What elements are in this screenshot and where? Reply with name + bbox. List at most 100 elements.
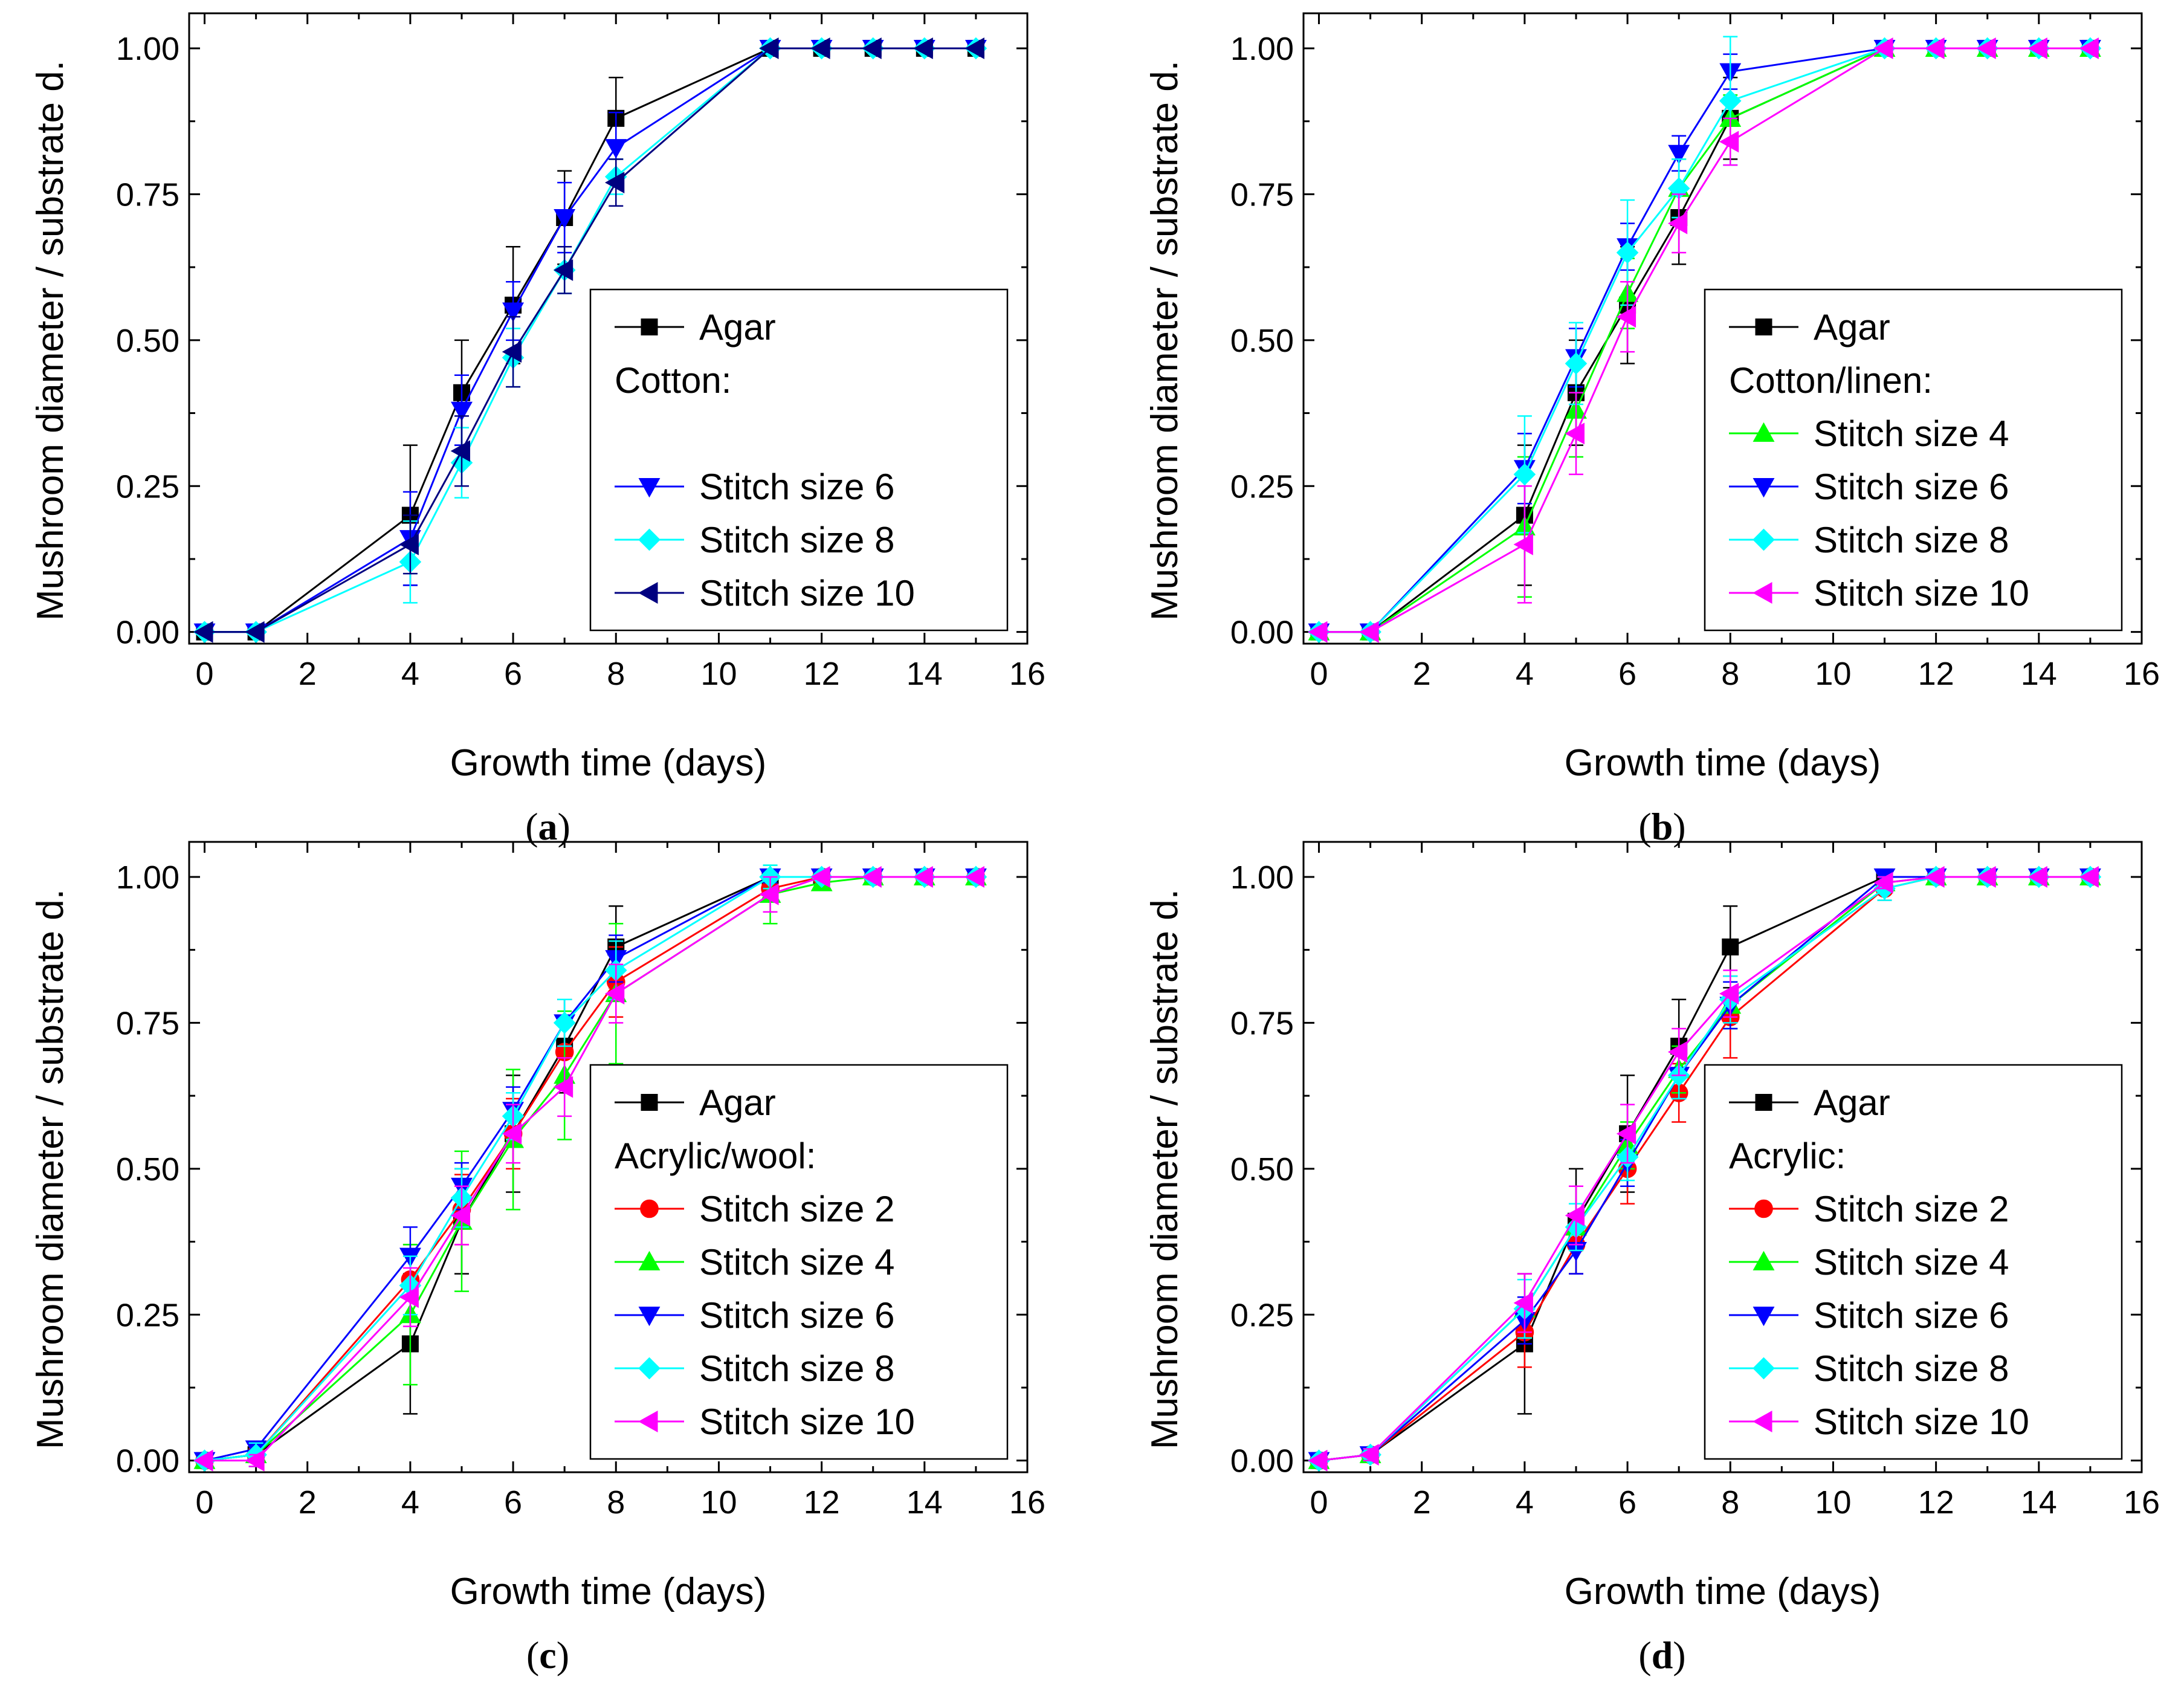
y-tick-label: 1.00 — [116, 31, 179, 67]
x-tick-label: 0 — [196, 656, 214, 692]
data-point — [1925, 865, 1945, 888]
panel-label-close: ) — [1673, 1634, 1685, 1677]
y-tick-label: 0.00 — [1230, 615, 1294, 651]
y-axis-label: Mushroom diameter / substrate d. — [30, 60, 71, 621]
x-tick-label: 2 — [299, 656, 317, 692]
plot-frame — [188, 841, 1029, 1473]
legend: Agar Acrylic/wool: Stitch size 2 Stitch siz… — [589, 1064, 1009, 1460]
data-point — [553, 1076, 573, 1098]
x-tick-label: 8 — [1721, 1484, 1739, 1521]
legend-marker — [1754, 1199, 1773, 1218]
legend-box — [1704, 288, 2123, 632]
legend-marker — [638, 1250, 661, 1270]
legend-box — [589, 288, 1009, 632]
panel-label-close: ) — [1673, 805, 1685, 848]
data-point — [1616, 241, 1639, 264]
legend-label: Stitch size 6 — [699, 467, 894, 507]
x-tick-label: 14 — [906, 1484, 943, 1521]
x-tick-label: 4 — [401, 656, 419, 692]
x-tick-label: 4 — [1516, 1484, 1534, 1521]
data-point — [553, 259, 573, 281]
series-3 — [193, 37, 984, 643]
data-point — [1925, 37, 1945, 59]
data-point — [1719, 131, 1739, 153]
plot-frame — [1302, 841, 2143, 1473]
data-point — [759, 37, 779, 59]
data-point — [193, 1449, 213, 1472]
panel-label-letter: b — [1652, 805, 1673, 848]
data-point — [451, 401, 473, 422]
legend-marker — [638, 1307, 661, 1327]
legend-label: Stitch size 2 — [1814, 1189, 2009, 1229]
panel-label-close: ) — [558, 805, 570, 848]
x-axis-label: Growth time (days) — [1565, 742, 1881, 784]
data-point — [1565, 422, 1585, 445]
x-tick-label: 14 — [2021, 1484, 2057, 1521]
legend-label: Stitch size 8 — [699, 520, 894, 560]
series-4 — [1308, 37, 2099, 643]
chart-panel-b: 0 2 4 6 8 10 12 14 16 0.00 0.25 0.50 0.75 1.00 Growth … — [1144, 12, 2160, 848]
data-point — [759, 883, 779, 905]
x-tick-label: 8 — [607, 656, 625, 692]
y-tick-label: 0.00 — [1230, 1443, 1294, 1479]
legend-label: Stitch size 2 — [699, 1189, 894, 1229]
x-tick-label: 8 — [1721, 656, 1739, 692]
legend-marker — [1755, 319, 1772, 335]
legend-label: Stitch size 10 — [1814, 573, 2029, 613]
data-point — [193, 621, 213, 643]
legend-marker — [1753, 1307, 1775, 1327]
y-tick-label: 0.25 — [116, 1297, 179, 1333]
legend-label: Stitch size 8 — [1814, 1348, 2009, 1389]
y-tick-label: 0.50 — [116, 323, 179, 359]
data-point — [810, 37, 830, 59]
legend-marker — [641, 319, 658, 335]
legend-marker — [1753, 1411, 1772, 1432]
y-tick-label: 1.00 — [1230, 859, 1294, 896]
legend-marker — [638, 1411, 658, 1432]
legend-marker — [1755, 1094, 1772, 1111]
x-tick-label: 12 — [804, 656, 840, 692]
legend-group-label: Cotton: — [615, 360, 731, 401]
legend-group-label: Cotton/linen: — [1729, 360, 1933, 401]
data-point — [1667, 1041, 1688, 1063]
data-point — [1616, 1122, 1636, 1145]
plot-frame — [1302, 12, 2143, 645]
legend: Agar Cotton: Stitch size 6 Stitch size 8 Sti… — [589, 288, 1009, 632]
y-tick-label: 0.25 — [1230, 468, 1294, 505]
chart-panel-a: 0 2 4 6 8 10 12 14 16 0.00 0.25 0.50 0.75 1.00 Growth … — [30, 12, 1045, 848]
data-point — [1719, 89, 1742, 112]
data-point — [553, 1012, 576, 1034]
y-tick-label: 0.00 — [116, 1443, 179, 1479]
x-tick-label: 10 — [1815, 656, 1851, 692]
data-point — [1719, 983, 1739, 1005]
panel-label-open: ( — [1638, 805, 1651, 848]
x-tick-label: 6 — [504, 1484, 522, 1521]
x-axis-label: Growth time (days) — [450, 742, 767, 784]
legend-label: Agar — [699, 307, 776, 348]
legend-label: Stitch size 6 — [1814, 1295, 2009, 1336]
legend-label: Stitch size 4 — [699, 1242, 894, 1282]
x-tick-label: 12 — [1918, 1484, 1954, 1521]
legend-marker — [638, 582, 658, 604]
legend-marker — [641, 1094, 658, 1111]
data-point — [502, 1122, 522, 1145]
x-tick-label: 8 — [607, 1484, 625, 1521]
x-tick-label: 16 — [2124, 1484, 2160, 1521]
series-line — [204, 47, 976, 633]
x-tick-label: 2 — [1413, 1484, 1431, 1521]
legend-label: Stitch size 6 — [699, 1295, 894, 1336]
data-point — [1513, 1292, 1533, 1314]
chart-panel-d: 0 2 4 6 8 10 12 14 16 0.00 0.25 0.50 0.75 1.00 Growth … — [1144, 841, 2160, 1677]
series-line — [1319, 876, 2090, 1462]
y-axis-label: Mushroom diameter / substrate d. — [30, 889, 71, 1449]
panel-label-open: ( — [1638, 1634, 1651, 1677]
x-tick-label: 6 — [1618, 656, 1636, 692]
legend-label: Stitch size 6 — [1814, 467, 2009, 507]
y-tick-label: 0.50 — [1230, 323, 1294, 359]
data-point — [2027, 865, 2047, 888]
data-point — [862, 865, 882, 888]
series-5 — [1308, 865, 2099, 1472]
legend-marker — [1753, 528, 1775, 551]
legend-marker — [638, 478, 661, 498]
